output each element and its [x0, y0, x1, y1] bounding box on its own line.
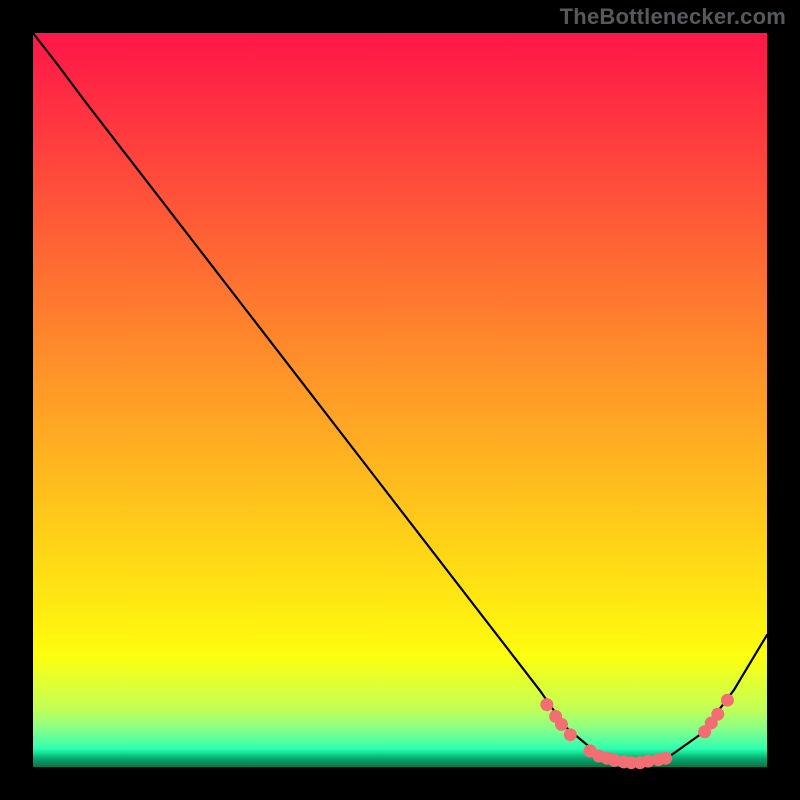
curve-marker: [540, 698, 553, 711]
curve-marker: [711, 708, 724, 721]
curve-marker: [555, 718, 568, 731]
chart-stage: TheBottlenecker.com: [0, 0, 800, 800]
curve-marker: [721, 694, 734, 707]
curve-marker: [659, 752, 672, 765]
chart-svg: [0, 0, 800, 800]
plot-background: [33, 33, 767, 767]
watermark-text: TheBottlenecker.com: [560, 4, 786, 30]
curve-marker: [564, 728, 577, 741]
